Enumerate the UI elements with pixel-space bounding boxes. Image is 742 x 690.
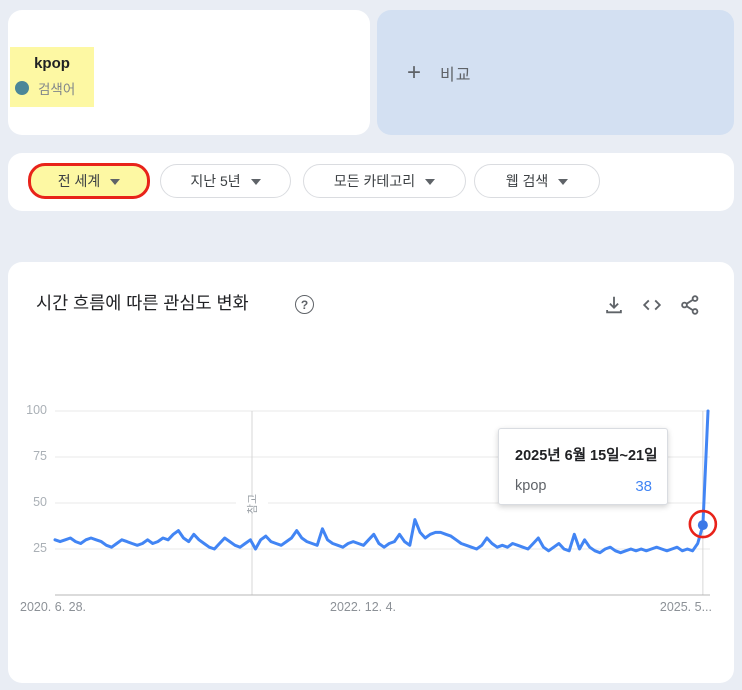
chevron-down-icon xyxy=(558,179,569,185)
term-type-label: 검색어 xyxy=(38,82,76,97)
x-tick-end: 2025. 5... xyxy=(659,600,712,614)
y-tick-75: 75 xyxy=(33,449,47,463)
plus-icon: + xyxy=(407,58,422,86)
y-tick-25: 25 xyxy=(33,541,47,555)
download-icon[interactable] xyxy=(603,294,625,316)
category-label: 모든 카테고리 xyxy=(333,173,416,189)
trend-line xyxy=(53,409,710,555)
tooltip-date-range: 2025년 6월 15일~21일 xyxy=(515,448,658,464)
category-dropdown[interactable]: 모든 카테고리 xyxy=(303,164,466,198)
geo-filter-label: 전 세계 xyxy=(57,173,101,189)
x-tick-start: 2020. 6. 28. xyxy=(20,600,87,614)
y-tick-100: 100 xyxy=(26,403,47,417)
red-circle-annotation xyxy=(688,509,718,539)
term-highlight-annotation: kpop 검색어 xyxy=(10,47,94,107)
search-term-card[interactable]: kpop 검색어 xyxy=(8,10,370,135)
note-label: 참고 xyxy=(236,494,268,514)
filter-bar: 전 세계 지난 5년 모든 카테고리 웹 검색 xyxy=(8,153,734,211)
help-icon[interactable]: ? xyxy=(295,295,314,314)
chart-tooltip: 2025년 6월 15일~21일 kpop 38 xyxy=(498,428,668,505)
tooltip-term: kpop xyxy=(515,478,547,494)
y-tick-50: 50 xyxy=(33,495,47,509)
chevron-down-icon xyxy=(110,179,121,185)
time-range-label: 지난 5년 xyxy=(190,173,241,189)
chevron-down-icon xyxy=(425,179,436,185)
tooltip-value: 38 xyxy=(635,478,652,495)
trend-line-chart[interactable] xyxy=(8,262,734,683)
geo-filter-dropdown[interactable]: 전 세계 xyxy=(28,163,150,199)
chevron-down-icon xyxy=(250,179,261,185)
share-icon[interactable] xyxy=(679,294,701,316)
x-tick-middle: 2022. 12. 4. xyxy=(330,600,397,614)
series-color-dot-icon xyxy=(15,81,29,95)
term-name: kpop xyxy=(34,55,70,72)
hovered-data-point[interactable] xyxy=(697,520,708,531)
search-type-dropdown[interactable]: 웹 검색 xyxy=(474,164,600,198)
chart-title: 시간 흐름에 따른 관심도 변화 xyxy=(36,293,249,313)
add-comparison-button[interactable]: + 비교 xyxy=(377,10,734,135)
compare-label: 비교 xyxy=(440,66,472,84)
search-type-label: 웹 검색 xyxy=(505,173,549,189)
interest-over-time-panel: 시간 흐름에 따른 관심도 변화 ? 100 75 50 25 2020. 6.… xyxy=(8,262,734,683)
time-range-dropdown[interactable]: 지난 5년 xyxy=(160,164,291,198)
embed-code-icon[interactable] xyxy=(641,294,663,316)
